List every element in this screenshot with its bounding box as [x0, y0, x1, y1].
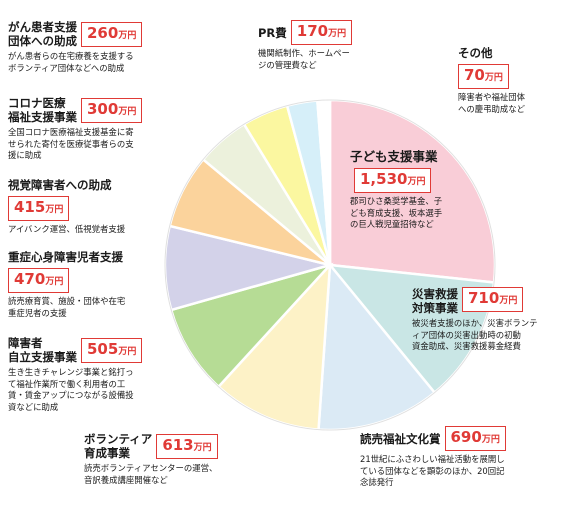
amount-box: 1,530万円	[354, 168, 432, 193]
desc-line: 被災者支援のほか、災害ボランテ	[412, 318, 538, 328]
label-volunteer-training: ボランティア 育成事業 613万円 読売ボランティアセンターの運営、 音訳養成講…	[84, 432, 218, 486]
desc-line: 生き生きチャレンジ事業と銘打っ	[8, 367, 134, 377]
desc-line: 読売ボランティアセンターの運営、	[84, 463, 218, 473]
amount-value: 170	[296, 22, 329, 40]
amount-value: 300	[87, 99, 119, 118]
label-pr-expenses: PR費 170万円 機関紙制作、ホームペー ジの管理費など	[258, 20, 353, 71]
slice-description: 全国コロナ医療福祉支援基金に寄 せられた寄付を医療従事者らの支 援に助成	[8, 127, 142, 162]
amount-unit: 万円	[45, 277, 64, 287]
amount-value: 505	[87, 339, 119, 358]
label-covid-medical-support: コロナ医療 福祉支援事業 300万円 全国コロナ医療福祉支援基金に寄 せられた寄…	[8, 96, 143, 162]
desc-line: 障害者や福祉団体	[458, 92, 525, 102]
slice-description: 障害者や福祉団体 への慶弔助成など	[458, 92, 525, 115]
amount-unit: 万円	[118, 106, 137, 117]
slice-title: 障害者 自立支援事業	[8, 336, 77, 364]
amount-unit: 万円	[45, 205, 64, 215]
desc-line: 念誌発行	[360, 477, 394, 487]
amount-value: 710	[468, 289, 500, 307]
amount-box: 260万円	[81, 21, 143, 47]
amount-box: 415万円	[8, 196, 70, 221]
desc-line: 賃・賃金アップにつながる設備投	[8, 390, 134, 400]
slice-description: がん患者らの在宅療養を支援する ボランティア団体などへの助成	[8, 51, 142, 74]
slice-description: 機関紙制作、ホームペー ジの管理費など	[258, 48, 352, 71]
desc-line: ジの管理費など	[258, 59, 317, 70]
slice-title: ボランティア 育成事業	[84, 432, 153, 460]
amount-unit: 万円	[118, 30, 137, 41]
amount-unit: 万円	[118, 346, 137, 357]
desc-line: て福祉作業所で働く利用者の工	[8, 378, 126, 389]
amount-box: 470万円	[8, 268, 70, 293]
slice-description: 21世紀にふさわしい福祉活動を展開し ている団体などを顕彰のほか、20回記 念誌…	[360, 454, 506, 489]
amount-box: 710万円	[462, 287, 524, 312]
amount-unit: 万円	[328, 29, 347, 39]
amount-unit: 万円	[193, 442, 212, 453]
desc-line: がん患者らの在宅療養を支援する	[8, 51, 134, 61]
pie-outline	[164, 99, 496, 431]
amount-unit: 万円	[499, 296, 518, 306]
desc-line: 郡司ひさ桑奨学基金、子	[350, 196, 443, 206]
label-other: その他 70万円 障害者や福祉団体 への慶弔助成など	[458, 46, 525, 115]
amount-box: 70万円	[458, 64, 509, 89]
amount-box: 690万円	[444, 426, 506, 451]
amount-box: 613万円	[156, 433, 218, 459]
amount-box: 300万円	[81, 97, 143, 123]
desc-line: 援に助成	[8, 150, 42, 160]
desc-line: の巨人戦児童招待など	[350, 219, 434, 229]
amount-unit: 万円	[484, 73, 503, 83]
label-disaster-relief: 災害救援 対策事業 710万円 被災者支援のほか、災害ボランテ ィア団体の災害出…	[412, 287, 537, 353]
amount-value: 690	[450, 428, 482, 446]
slice-title: PR費	[258, 25, 287, 40]
amount-value: 1,530	[360, 170, 408, 188]
slice-description: 生き生きチャレンジ事業と銘打っ て福祉作業所で働く利用者の工 賃・賃金アップにつ…	[8, 367, 142, 413]
amount-box: 505万円	[81, 337, 143, 363]
desc-line: 読売療育賞、施設・団体や在宅	[8, 296, 126, 306]
label-cancer-support-grant: がん患者支援 団体への助成 260万円 がん患者らの在宅療養を支援する ボランテ…	[8, 20, 143, 74]
desc-line: ている団体などを顕彰のほか、20回記	[360, 465, 505, 476]
amount-unit: 万円	[407, 177, 426, 187]
slice-title: コロナ医療 福祉支援事業	[8, 96, 77, 124]
slice-title: 読売福祉文化賞	[360, 431, 441, 446]
slice-title: その他	[458, 46, 493, 60]
desc-line: への慶弔助成など	[458, 103, 525, 114]
slice-title: がん患者支援 団体への助成	[8, 20, 77, 48]
amount-value: 260	[87, 23, 119, 42]
desc-line: ども育成支援、坂本選手	[350, 207, 443, 218]
desc-line: ィア団体の災害出動時の初動	[412, 329, 521, 340]
desc-line: 資金助成、災害救援募金経費	[412, 341, 521, 351]
desc-line: 重症児者の支援	[8, 307, 67, 318]
label-welfare-culture-award: 読売福祉文化賞 690万円 21世紀にふさわしい福祉活動を展開し ている団体など…	[360, 426, 506, 489]
amount-value: 613	[162, 435, 194, 454]
slice-description: アイバンク運営、低視覚者支援	[8, 224, 125, 236]
slice-description: 読売ボランティアセンターの運営、 音訳養成講座開催など	[84, 463, 218, 486]
slice-description: 郡司ひさ桑奨学基金、子 ども育成支援、坂本選手 の巨人戦児童招待など	[350, 196, 442, 231]
desc-line: アイバンク運営、低視覚者支援	[8, 224, 126, 234]
amount-value: 70	[464, 66, 485, 84]
slice-title: 災害救援 対策事業	[412, 287, 458, 315]
desc-line: 機関紙制作、ホームペー	[258, 48, 350, 58]
label-severe-disability-support: 重症心身障害児者支援 470万円 読売療育賞、施設・団体や在宅 重症児者の支援	[8, 250, 125, 319]
amount-value: 415	[14, 198, 46, 216]
slice-description: 被災者支援のほか、災害ボランテ ィア団体の災害出動時の初動 資金助成、災害救援募…	[412, 318, 537, 353]
desc-line: 21世紀にふさわしい福祉活動を展開し	[360, 454, 505, 464]
slice-description: 読売療育賞、施設・団体や在宅 重症児者の支援	[8, 296, 125, 319]
desc-line: 音訳養成講座開催など	[84, 474, 168, 485]
slice-title: 重症心身障害児者支援	[8, 250, 123, 264]
desc-line: せられた寄付を医療従事者らの支	[8, 138, 134, 149]
label-visual-impairment-grant: 視覚障害者への助成 415万円 アイバンク運営、低視覚者支援	[8, 178, 125, 236]
desc-line: 資などに助成	[8, 401, 59, 412]
desc-line: ボランティア団体などへの助成	[8, 62, 125, 73]
amount-box: 170万円	[290, 20, 353, 45]
label-disability-independence: 障害者 自立支援事業 505万円 生き生きチャレンジ事業と銘打っ て福祉作業所で…	[8, 336, 143, 413]
desc-line: 全国コロナ医療福祉支援基金に寄	[8, 127, 134, 137]
slice-title: 子ども支援事業	[350, 149, 438, 164]
amount-unit: 万円	[481, 435, 500, 445]
amount-value: 470	[14, 270, 46, 288]
slice-title: 視覚障害者への助成	[8, 178, 112, 192]
label-children-support: 子ども支援事業 1,530万円 郡司ひさ桑奨学基金、子 ども育成支援、坂本選手 …	[350, 150, 442, 231]
